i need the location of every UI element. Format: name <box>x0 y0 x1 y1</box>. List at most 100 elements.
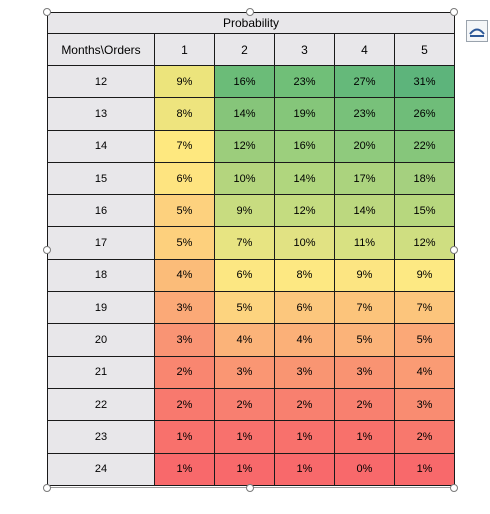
probability-cell: 2% <box>214 387 275 422</box>
probability-cell: 0% <box>334 452 395 486</box>
probability-cell: 10% <box>214 161 275 196</box>
table-object[interactable]: Probability Months\Orders 1 2 3 4 5 12 9%… <box>46 12 456 488</box>
probability-cell: 1% <box>334 420 395 454</box>
probability-cell: 14% <box>214 97 275 131</box>
probability-cell: 9% <box>334 258 395 293</box>
probability-cell: 18% <box>393 161 456 196</box>
probability-cell: 16% <box>214 64 275 99</box>
resize-handle-top-middle[interactable] <box>246 8 254 16</box>
probability-cell: 4% <box>274 323 335 357</box>
table-row: 24 1% 1% 1% 0% 1% <box>47 452 456 486</box>
probability-cell: 31% <box>393 64 456 99</box>
probability-cell: 14% <box>334 194 395 228</box>
resize-handle-top-right[interactable] <box>450 8 458 16</box>
probability-cell: 2% <box>274 387 335 422</box>
probability-cell: 1% <box>274 452 335 486</box>
corner-header: Months\Orders <box>47 33 155 66</box>
table-row: 12 9% 16% 23% 27% 31% <box>47 64 456 99</box>
probability-cell: 5% <box>154 226 215 260</box>
probability-cell: 7% <box>214 226 275 260</box>
probability-cell: 4% <box>393 355 456 389</box>
probability-cell: 1% <box>393 452 456 486</box>
probability-cell: 23% <box>274 64 335 99</box>
probability-cell: 12% <box>214 129 275 163</box>
table-row: 19 3% 5% 6% 7% 7% <box>47 291 456 325</box>
resize-handle-bottom-left[interactable] <box>43 484 51 492</box>
probability-cell: 5% <box>154 194 215 228</box>
row-header: 13 <box>47 97 155 131</box>
probability-cell: 6% <box>274 291 335 325</box>
probability-cell: 5% <box>334 323 395 357</box>
row-header: 16 <box>47 194 155 228</box>
row-header: 15 <box>47 161 155 196</box>
column-header: 4 <box>334 33 395 66</box>
row-header: 21 <box>47 355 155 389</box>
table-row: 20 3% 4% 4% 5% 5% <box>47 323 456 357</box>
probability-cell: 2% <box>154 387 215 422</box>
row-header: 24 <box>47 452 155 486</box>
probability-cell: 3% <box>214 355 275 389</box>
probability-cell: 5% <box>214 291 275 325</box>
table-row: 18 4% 6% 8% 9% 9% <box>47 258 456 293</box>
probability-cell: 3% <box>334 355 395 389</box>
probability-cell: 7% <box>393 291 456 325</box>
row-header: 23 <box>47 420 155 454</box>
probability-cell: 12% <box>274 194 335 228</box>
row-header: 20 <box>47 323 155 357</box>
probability-cell: 11% <box>334 226 395 260</box>
probability-cell: 6% <box>154 161 215 196</box>
probability-cell: 9% <box>393 258 456 293</box>
probability-cell: 1% <box>214 452 275 486</box>
probability-cell: 3% <box>154 291 215 325</box>
probability-cell: 22% <box>393 129 456 163</box>
probability-cell: 4% <box>214 323 275 357</box>
column-header: 5 <box>393 33 456 66</box>
probability-cell: 10% <box>274 226 335 260</box>
probability-cell: 5% <box>393 323 456 357</box>
probability-cell: 7% <box>154 129 215 163</box>
probability-cell: 4% <box>154 258 215 293</box>
probability-cell: 15% <box>393 194 456 228</box>
probability-cell: 2% <box>393 420 456 454</box>
table-row: 13 8% 14% 19% 23% 26% <box>47 97 456 131</box>
table-row: 15 6% 10% 14% 17% 18% <box>47 161 456 196</box>
row-header: 14 <box>47 129 155 163</box>
table-row: 22 2% 2% 2% 2% 3% <box>47 387 456 422</box>
probability-cell: 14% <box>274 161 335 196</box>
row-header: 22 <box>47 387 155 422</box>
probability-cell: 26% <box>393 97 456 131</box>
probability-cell: 9% <box>214 194 275 228</box>
column-header: 1 <box>154 33 215 66</box>
probability-cell: 27% <box>334 64 395 99</box>
probability-cell: 8% <box>274 258 335 293</box>
table-row: 17 5% 7% 10% 11% 12% <box>47 226 456 260</box>
probability-cell: 23% <box>334 97 395 131</box>
resize-handle-bottom-right[interactable] <box>450 484 458 492</box>
table-row: 23 1% 1% 1% 1% 2% <box>47 420 456 454</box>
probability-cell: 3% <box>274 355 335 389</box>
row-header: 18 <box>47 258 155 293</box>
probability-cell: 3% <box>393 387 456 422</box>
probability-cell: 1% <box>274 420 335 454</box>
probability-cell: 19% <box>274 97 335 131</box>
probability-cell: 1% <box>214 420 275 454</box>
probability-cell: 6% <box>214 258 275 293</box>
probability-cell: 7% <box>334 291 395 325</box>
column-header: 2 <box>214 33 275 66</box>
resize-handle-middle-right[interactable] <box>450 246 458 254</box>
probability-cell: 1% <box>154 452 215 486</box>
row-header: 12 <box>47 64 155 99</box>
probability-cell: 1% <box>154 420 215 454</box>
probability-cell: 12% <box>393 226 456 260</box>
probability-table: Probability Months\Orders 1 2 3 4 5 12 9%… <box>46 12 456 486</box>
resize-handle-bottom-middle[interactable] <box>246 484 254 492</box>
header-row: Months\Orders 1 2 3 4 5 <box>47 33 456 66</box>
probability-cell: 2% <box>334 387 395 422</box>
layout-options-button[interactable] <box>466 20 488 42</box>
table-row: 14 7% 12% 16% 20% 22% <box>47 129 456 163</box>
probability-cell: 3% <box>154 323 215 357</box>
resize-handle-middle-left[interactable] <box>43 246 51 254</box>
probability-cell: 16% <box>274 129 335 163</box>
resize-handle-top-left[interactable] <box>43 8 51 16</box>
table-row: 16 5% 9% 12% 14% 15% <box>47 194 456 228</box>
